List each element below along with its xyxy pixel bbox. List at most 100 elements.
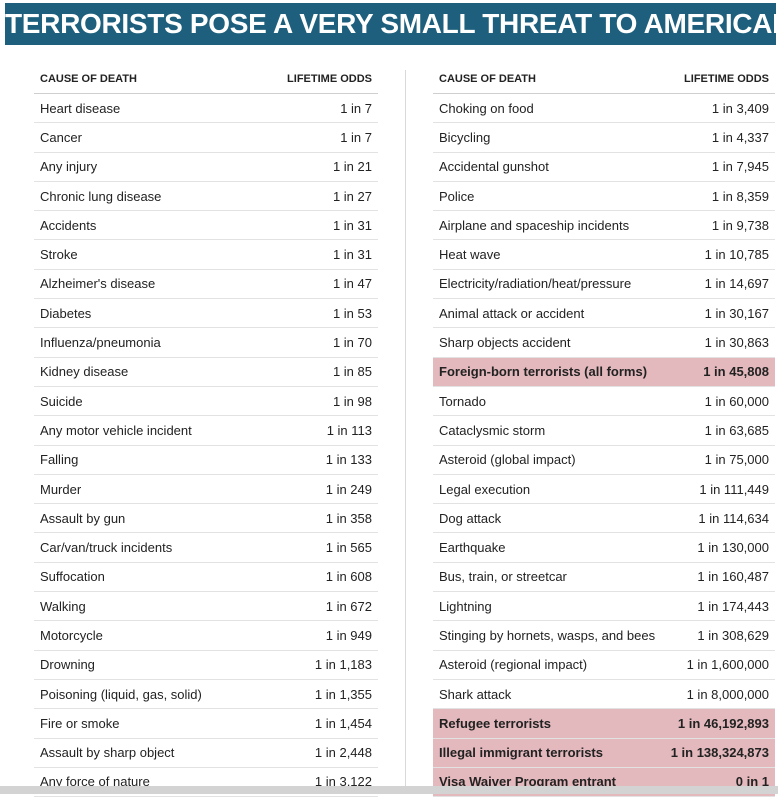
table-row: Kidney disease 1 in 85: [34, 358, 378, 387]
cause-cell: Sharp objects accident: [439, 335, 571, 351]
odds-cell: 1 in 27: [332, 188, 372, 204]
cause-cell: Drowning: [40, 657, 95, 673]
odds-cell: 1 in 138,324,873: [670, 745, 769, 761]
table-row: Electricity/radiation/heat/pressure 1 in …: [433, 270, 775, 300]
table-row: Stroke 1 in 31: [34, 240, 378, 270]
cause-cell: Influenza/pneumonia: [40, 335, 161, 351]
cause-cell: Suffocation: [40, 569, 105, 585]
table-row: Poisoning (liquid, gas, solid) 1 in 1,355: [34, 680, 378, 710]
table-row: Alzheimer's disease 1 in 47: [34, 270, 378, 300]
cause-cell: Asteroid (regional impact): [439, 657, 588, 673]
table-row: Influenza/pneumonia 1 in 70: [34, 328, 378, 358]
table-row: Heat wave 1 in 10,785: [433, 240, 775, 270]
odds-cell: 1 in 4,337: [711, 129, 769, 145]
odds-cell: 1 in 160,487: [697, 569, 769, 585]
cause-cell: Stinging by hornets, wasps, and bees: [439, 627, 656, 643]
cause-cell: Falling: [40, 452, 79, 468]
odds-cell: 1 in 114,634: [698, 510, 769, 526]
table-row: Murder 1 in 249: [34, 475, 378, 505]
cause-cell: Asteroid (global impact): [439, 452, 576, 468]
table-row: Sharp objects accident 1 in 30,863: [433, 328, 775, 358]
odds-cell: 1 in 1,183: [314, 657, 372, 673]
table-row: Suffocation 1 in 608: [34, 563, 378, 593]
cause-cell: Choking on food: [439, 100, 534, 116]
bottom-scroll-strip: [0, 786, 778, 794]
cause-cell: Accidents: [40, 217, 97, 233]
table-header: CAUSE OF DEATH LIFETIME ODDS: [34, 64, 378, 94]
header-odds: LIFETIME ODDS: [684, 72, 769, 85]
odds-cell: 1 in 7: [340, 100, 372, 116]
left-table: CAUSE OF DEATH LIFETIME ODDS Heart disea…: [34, 64, 378, 797]
cause-cell: Lightning: [439, 598, 492, 614]
odds-cell: 1 in 8,000,000: [686, 686, 769, 702]
table-row: Assault by sharp object 1 in 2,448: [34, 739, 378, 768]
cause-cell: Any motor vehicle incident: [40, 422, 192, 438]
table-row: Any injury 1 in 21: [34, 153, 378, 182]
cause-cell: Diabetes: [40, 305, 92, 321]
cause-cell: Assault by gun: [40, 510, 126, 526]
table-row: Motorcycle 1 in 949: [34, 621, 378, 651]
table-row: Suicide 1 in 98: [34, 387, 378, 417]
cause-cell: Stroke: [40, 247, 78, 263]
cause-cell: Alzheimer's disease: [40, 276, 156, 292]
table-row: Asteroid (global impact) 1 in 75,000: [433, 446, 775, 475]
cause-cell: Cancer: [40, 129, 82, 145]
table-row: Car/van/truck incidents 1 in 565: [34, 533, 378, 563]
cause-cell: Police: [439, 188, 475, 204]
table-row: Choking on food 1 in 3,409: [433, 94, 775, 124]
cause-cell: Airplane and spaceship incidents: [439, 217, 630, 233]
odds-cell: 1 in 308,629: [697, 627, 769, 643]
odds-cell: 1 in 113: [326, 422, 372, 438]
cause-cell: Visa Waiver Program entrant: [439, 774, 617, 790]
odds-cell: 1 in 60,000: [704, 393, 769, 409]
page-title: TERRORISTS POSE A VERY SMALL THREAT TO A…: [5, 3, 776, 45]
odds-cell: 1 in 47: [332, 276, 372, 292]
table-row: Tornado 1 in 60,000: [433, 387, 775, 417]
cause-cell: Fire or smoke: [40, 715, 120, 731]
header-odds: LIFETIME ODDS: [287, 72, 372, 85]
cause-cell: Earthquake: [439, 540, 506, 556]
odds-cell: 1 in 75,000: [704, 452, 769, 468]
odds-cell: 1 in 31: [332, 247, 372, 263]
cause-cell: Suicide: [40, 393, 83, 409]
odds-cell: 1 in 10,785: [704, 247, 769, 263]
odds-cell: 1 in 21: [332, 159, 372, 175]
odds-cell: 1 in 85: [332, 364, 372, 380]
table-row-highlighted: Illegal immigrant terrorists 1 in 138,324…: [433, 738, 775, 768]
cause-cell: Illegal immigrant terrorists: [439, 745, 603, 761]
header-cause: CAUSE OF DEATH: [439, 72, 536, 85]
table-body: Choking on food 1 in 3,409 Bicycling 1 in 4…: [433, 94, 775, 797]
odds-cell: 1 in 9,738: [711, 217, 769, 233]
cause-cell: Cataclysmic storm: [439, 422, 546, 438]
table-row: Asteroid (regional impact) 1 in 1,600,000: [433, 651, 775, 680]
table-row: Accidental gunshot 1 in 7,945: [433, 153, 775, 182]
table-row: Falling 1 in 133: [34, 446, 378, 475]
table-row: Earthquake 1 in 130,000: [433, 533, 775, 563]
cause-cell: Refugee terrorists: [439, 715, 551, 731]
odds-cell: 1 in 1,355: [314, 686, 372, 702]
odds-cell: 1 in 1,600,000: [686, 657, 769, 673]
table-row: Shark attack 1 in 8,000,000: [433, 680, 775, 710]
odds-cell: 1 in 46,192,893: [677, 715, 769, 731]
odds-cell: 1 in 358: [325, 510, 372, 526]
cause-cell: Any injury: [40, 159, 98, 175]
table-row: Police 1 in 8,359: [433, 182, 775, 212]
odds-cell: 1 in 133: [325, 452, 372, 468]
odds-cell: 1 in 608: [325, 569, 372, 585]
header-cause: CAUSE OF DEATH: [40, 72, 137, 85]
cause-cell: Motorcycle: [40, 627, 103, 643]
cause-cell: Heat wave: [439, 247, 501, 263]
table-row: Any motor vehicle incident 1 in 113: [34, 416, 378, 446]
odds-cell: 1 in 174,443: [697, 598, 769, 614]
odds-cell: 1 in 2,448: [314, 745, 372, 761]
right-table: CAUSE OF DEATH LIFETIME ODDS Choking on …: [433, 64, 775, 797]
cause-cell: Bicycling: [439, 129, 491, 145]
table-row: Drowning 1 in 1,183: [34, 651, 378, 680]
cause-cell: Car/van/truck incidents: [40, 540, 173, 556]
table-row-highlighted: Foreign-born terrorists (all forms) 1 in …: [433, 357, 775, 387]
odds-cell: 0 in 1: [735, 774, 769, 790]
odds-cell: 1 in 70: [332, 335, 372, 351]
odds-cell: 1 in 31: [332, 217, 372, 233]
table-row: Accidents 1 in 31: [34, 211, 378, 241]
odds-cell: 1 in 249: [325, 481, 372, 497]
